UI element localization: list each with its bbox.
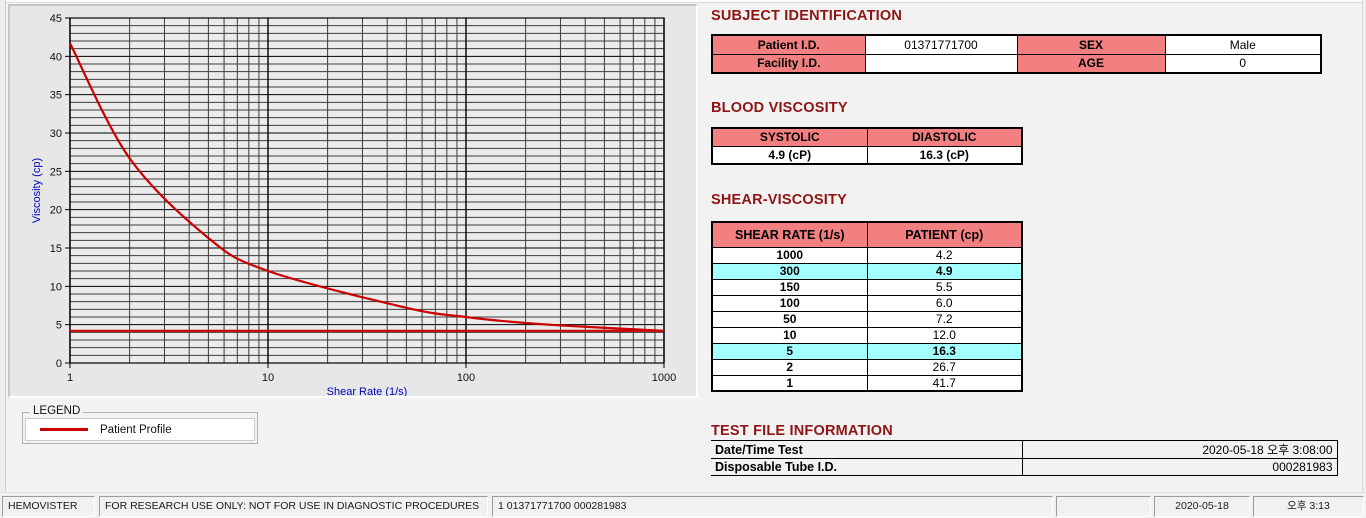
table-row: 10 12.0 (711, 326, 1023, 344)
svg-text:1: 1 (67, 372, 73, 384)
sex-label: SEX (1016, 34, 1166, 55)
svg-text:45: 45 (50, 13, 62, 25)
svg-text:15: 15 (50, 243, 62, 255)
subject-identification-table: Patient I.D. 01371771700 SEX Male Facili… (711, 34, 1322, 74)
status-test-ids: 1 01371771700 000281983 (492, 496, 1053, 517)
date-time-test-value: 2020-05-18 오후 3:08:00 (1021, 440, 1338, 459)
patient-value-cell: 26.7 (866, 358, 1023, 376)
systolic-header: SYSTOLIC (711, 127, 868, 147)
shear-rate-cell: 10 (711, 326, 868, 344)
viscosity-chart-panel: 0 5 10 15 20 25 30 35 40 45 1 10 100 1000 Shear Rate (… (8, 4, 698, 398)
shear-rate-header: SHEAR RATE (1/s) (711, 221, 868, 248)
shear-viscosity-title: SHEAR-VISCOSITY (711, 192, 847, 208)
svg-text:10: 10 (262, 372, 274, 384)
blood-viscosity-title: BLOOD VISCOSITY (711, 100, 848, 116)
status-research-use-notice: FOR RESEARCH USE ONLY: NOT FOR USE IN DI… (99, 496, 488, 517)
table-header-row: SHEAR RATE (1/s) PATIENT (cp) (711, 221, 1023, 248)
svg-text:Shear Rate (1/s): Shear Rate (1/s) (327, 386, 408, 396)
window-frame-top (0, 0, 1366, 3)
legend-groupbox: LEGEND Patient Profile (22, 405, 258, 444)
table-row: 2 26.7 (711, 358, 1023, 376)
svg-text:100: 100 (457, 372, 475, 384)
blood-viscosity-table: SYSTOLIC DIASTOLIC 4.9 (cP) 16.3 (cP) (711, 127, 1023, 165)
disposable-tube-id-label: Disposable Tube I.D. (711, 458, 1022, 476)
patient-value-cell: 6.0 (866, 294, 1023, 312)
svg-text:Viscosity (cp): Viscosity (cp) (31, 158, 43, 223)
table-row: 150 5.5 (711, 278, 1023, 296)
svg-text:35: 35 (50, 90, 62, 102)
facility-id-value (864, 53, 1018, 74)
date-time-test-label: Date/Time Test (711, 440, 1022, 459)
sex-value: Male (1164, 34, 1322, 55)
shear-rate-cell: 50 (711, 310, 868, 328)
window-frame-left (0, 0, 6, 518)
table-row: 100 6.0 (711, 294, 1023, 312)
diastolic-header: DIASTOLIC (866, 127, 1023, 147)
table-row: SYSTOLIC DIASTOLIC (711, 127, 1023, 147)
patient-profile-line-swatch (40, 428, 88, 431)
patient-cp-header: PATIENT (cp) (866, 221, 1023, 248)
status-bar: HEMOVISTER FOR RESEARCH USE ONLY: NOT FO… (0, 492, 1366, 518)
svg-text:25: 25 (50, 166, 62, 178)
table-row: 5 16.3 (711, 342, 1023, 360)
status-empty-panel (1056, 496, 1151, 517)
diastolic-value: 16.3 (cP) (866, 145, 1023, 165)
svg-text:20: 20 (50, 205, 62, 217)
systolic-value: 4.9 (cP) (711, 145, 868, 165)
patient-value-cell: 12.0 (866, 326, 1023, 344)
patient-value-cell: 4.9 (866, 262, 1023, 280)
svg-text:10: 10 (50, 281, 62, 293)
status-time: 오후 3:13 (1253, 496, 1364, 517)
table-row: 300 4.9 (711, 262, 1023, 280)
table-row: Patient I.D. 01371771700 SEX Male (711, 34, 1322, 55)
status-date: 2020-05-18 (1154, 496, 1250, 517)
subject-identification-title: SUBJECT IDENTIFICATION (711, 8, 903, 24)
legend-entry: Patient Profile (25, 418, 255, 441)
table-row: Disposable Tube I.D. 000281983 (711, 458, 1338, 476)
svg-text:40: 40 (50, 51, 62, 63)
legend-caption: LEGEND (30, 405, 84, 417)
svg-text:0: 0 (56, 358, 62, 370)
table-row: 1000 4.2 (711, 246, 1023, 264)
test-file-information-table: Date/Time Test 2020-05-18 오후 3:08:00 Dis… (711, 440, 1338, 476)
patient-value-cell: 4.2 (866, 246, 1023, 264)
legend-entry-label: Patient Profile (100, 423, 172, 436)
status-app-name: HEMOVISTER (2, 496, 95, 517)
shear-rate-cell: 5 (711, 342, 868, 360)
disposable-tube-id-value: 000281983 (1021, 458, 1338, 476)
svg-text:30: 30 (50, 128, 62, 140)
table-row: Date/Time Test 2020-05-18 오후 3:08:00 (711, 440, 1338, 459)
table-row: Facility I.D. AGE 0 (711, 53, 1322, 74)
shear-rate-cell: 1000 (711, 246, 868, 264)
table-row: 4.9 (cP) 16.3 (cP) (711, 145, 1023, 165)
patient-value-cell: 16.3 (866, 342, 1023, 360)
patient-value-cell: 41.7 (866, 374, 1023, 392)
svg-text:1000: 1000 (652, 372, 676, 384)
shear-rate-cell: 1 (711, 374, 868, 392)
shear-viscosity-chart: 0 5 10 15 20 25 30 35 40 45 1 10 100 1000 Shear Rate (… (31, 13, 676, 396)
table-row: 1 41.7 (711, 374, 1023, 392)
shear-rate-cell: 150 (711, 278, 868, 296)
patient-value-cell: 5.5 (866, 278, 1023, 296)
window-frame-right (1362, 0, 1366, 518)
shear-viscosity-table: SHEAR RATE (1/s) PATIENT (cp) 1000 4.2 30… (711, 221, 1023, 392)
table-row: 50 7.2 (711, 310, 1023, 328)
age-value: 0 (1164, 53, 1322, 74)
test-file-information-title: TEST FILE INFORMATION (711, 423, 893, 439)
patient-value-cell: 7.2 (866, 310, 1023, 328)
patient-id-value: 01371771700 (864, 34, 1018, 55)
shear-rate-cell: 100 (711, 294, 868, 312)
shear-rate-cell: 2 (711, 358, 868, 376)
age-label: AGE (1016, 53, 1166, 74)
svg-text:5: 5 (56, 320, 62, 332)
shear-rate-cell: 300 (711, 262, 868, 280)
patient-id-label: Patient I.D. (711, 34, 866, 55)
facility-id-label: Facility I.D. (711, 53, 866, 74)
